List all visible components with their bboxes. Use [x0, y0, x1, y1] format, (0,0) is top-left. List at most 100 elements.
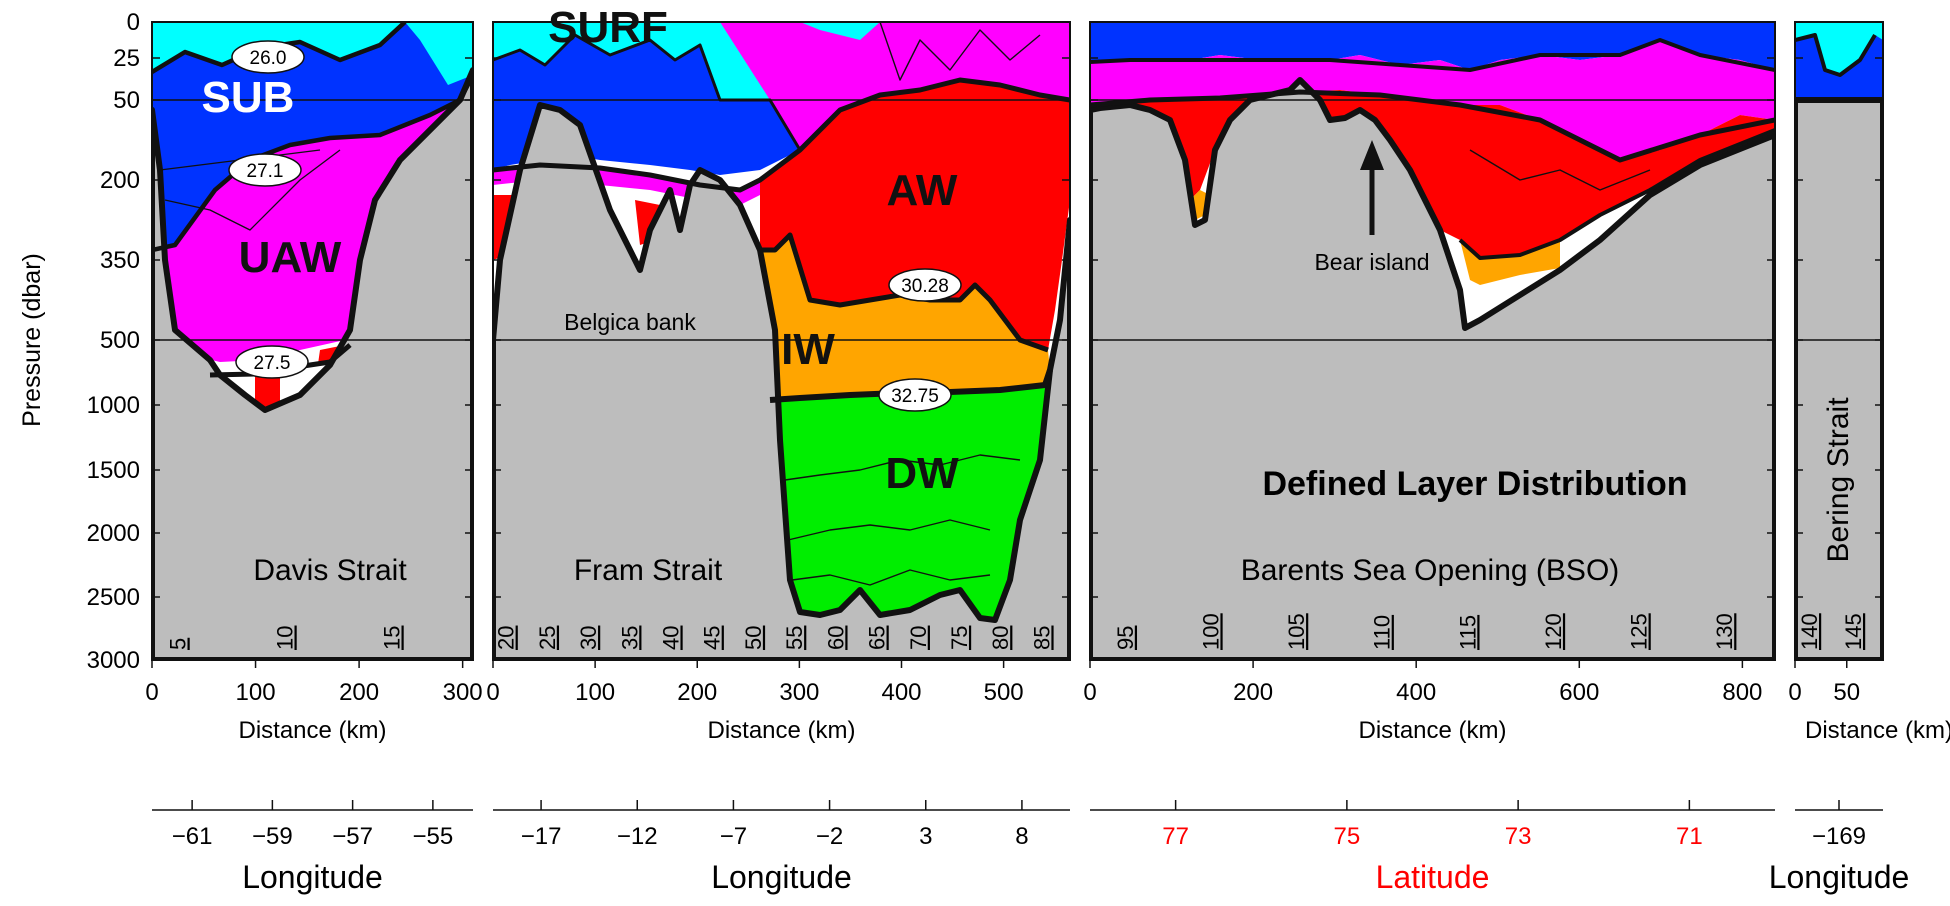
section-name: Fram Strait — [574, 554, 723, 587]
distance-tick-label: 100 — [236, 679, 276, 706]
layer-label: SUB — [202, 73, 295, 122]
isopycnal-value: 26.0 — [250, 48, 287, 69]
station-label: 75 — [947, 626, 972, 650]
layer-aw — [1090, 80, 1775, 258]
station-label: 60 — [823, 626, 848, 650]
pressure-tick-label: 1000 — [87, 392, 140, 419]
isopycnal-line — [1090, 38, 1775, 72]
coordinate-tick-label: −59 — [252, 823, 293, 850]
distance-tick-label: 0 — [1788, 679, 1801, 706]
distance-tick-label: 400 — [881, 679, 921, 706]
distance-axis-label: Distance (km) — [1805, 717, 1950, 744]
layer-label: SURF — [548, 3, 668, 52]
isopycnal-line — [791, 569, 991, 586]
layer-uaw — [493, 22, 1070, 205]
distance-tick-label: 0 — [145, 679, 158, 706]
layer-iw — [1190, 190, 1560, 285]
pressure-tick-label: 2000 — [87, 520, 140, 547]
coordinate-tick-label: −2 — [816, 823, 843, 850]
station-label: 5 — [166, 638, 191, 650]
pressure-tick-label: 1500 — [87, 457, 140, 484]
panel-frame — [1794, 21, 1884, 661]
isopycnal-line — [784, 454, 1021, 481]
distance-tick-label: 300 — [779, 679, 819, 706]
coordinate-tick-label: 8 — [1015, 823, 1028, 850]
isopycnal-line — [1795, 33, 1877, 77]
isopycnal-bubble — [888, 268, 962, 302]
layer-dw — [770, 370, 1050, 620]
isopycnal-value: 30.28 — [901, 276, 949, 297]
panel-fill-group — [152, 22, 473, 660]
distance-tick-label: 200 — [1233, 679, 1273, 706]
section-name: Bering Strait — [1822, 397, 1855, 563]
coordinate-axis-label: Longitude — [711, 859, 852, 895]
station-label: 55 — [782, 626, 807, 650]
station-label: 15 — [380, 626, 405, 650]
coordinate-tick-label: −57 — [332, 823, 373, 850]
station-label: 105 — [1284, 613, 1309, 650]
distance-tick-label: 0 — [1083, 679, 1096, 706]
bear-island-arrow-head — [1360, 140, 1384, 170]
isopycnal-bubble — [235, 345, 309, 379]
station-label: 145 — [1841, 613, 1866, 650]
layer-sub — [152, 22, 473, 250]
layer-bottom — [1795, 97, 1883, 660]
layer-label: DW — [885, 449, 959, 498]
layer-label: IW — [781, 325, 835, 374]
station-label: 115 — [1455, 615, 1480, 650]
section-name: Barents Sea Opening (BSO) — [1241, 554, 1620, 587]
isopycnal-bubble — [228, 153, 302, 187]
coordinate-tick-label: −169 — [1812, 823, 1866, 850]
isopycnal-value: 27.1 — [247, 161, 284, 182]
panel-fram-strait: 0 100 200 300 400 500 Distance (km) 20 25 30 35 40 4… — [486, 21, 1071, 895]
station-label: 30 — [576, 626, 601, 650]
station-label: 45 — [700, 626, 725, 650]
isopycnal-line — [164, 149, 341, 231]
coordinate-tick-label: 3 — [919, 823, 932, 850]
panel-fill-group — [1795, 22, 1883, 660]
coordinate-tick-label: 71 — [1676, 823, 1703, 850]
pressure-tick-label: 2500 — [87, 584, 140, 611]
belgica-bank-label: Belgica bank — [564, 309, 696, 335]
coordinate-tick-label: 75 — [1334, 823, 1361, 850]
coordinate-tick-label: −61 — [172, 823, 213, 850]
station-label: 80 — [988, 626, 1013, 650]
isopycnal-bubble — [231, 40, 305, 74]
station-label: 50 — [741, 626, 766, 650]
layer-bottom — [493, 102, 1070, 660]
panel-barents-sea-opening-bso-: 0 200 400 600 800 Distance (km) 95 100 105 110 115… — [1083, 21, 1776, 895]
layer-bottom — [1090, 77, 1775, 660]
distance-axis-label: Distance (km) — [707, 717, 855, 744]
pressure-tick-label: 50 — [113, 87, 140, 114]
station-label: 100 — [1198, 613, 1223, 650]
station-label: 40 — [658, 626, 683, 650]
pressure-tick-label: 350 — [100, 247, 140, 274]
distance-tick-label: 200 — [677, 679, 717, 706]
station-label: 95 — [1113, 626, 1138, 650]
distance-tick-label: 800 — [1722, 679, 1762, 706]
isopycnal-line — [787, 519, 991, 541]
distance-tick-label: 300 — [443, 679, 483, 706]
distance-tick-label: 400 — [1396, 679, 1436, 706]
station-label: 35 — [617, 626, 642, 650]
station-label: 125 — [1627, 613, 1652, 650]
panel-frame — [151, 21, 474, 661]
isopycnal-line — [879, 22, 1041, 81]
layer-label: AW — [887, 166, 958, 215]
panel-frame — [492, 21, 1071, 661]
station-label: 10 — [273, 626, 298, 650]
section-name: Davis Strait — [253, 554, 407, 587]
station-label: 120 — [1541, 613, 1566, 650]
coordinate-tick-label: 73 — [1505, 823, 1532, 850]
pressure-tick-label: 3000 — [87, 647, 140, 674]
isopycnal-line — [1469, 149, 1651, 191]
station-label: 20 — [494, 626, 519, 650]
distance-tick-label: 100 — [575, 679, 615, 706]
coordinate-axis-label: Longitude — [1769, 859, 1910, 895]
distance-tick-label: 50 — [1833, 679, 1860, 706]
isopycnal-line — [493, 77, 1070, 193]
coordinate-axis-label: Latitude — [1376, 859, 1490, 895]
coordinate-tick-label: −17 — [521, 823, 562, 850]
layer-iw — [760, 235, 1050, 400]
